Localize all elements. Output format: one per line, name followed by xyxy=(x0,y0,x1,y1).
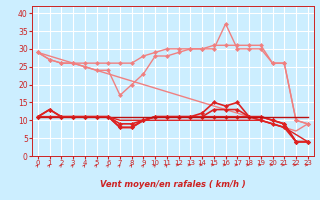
X-axis label: Vent moyen/en rafales ( km/h ): Vent moyen/en rafales ( km/h ) xyxy=(100,180,246,189)
